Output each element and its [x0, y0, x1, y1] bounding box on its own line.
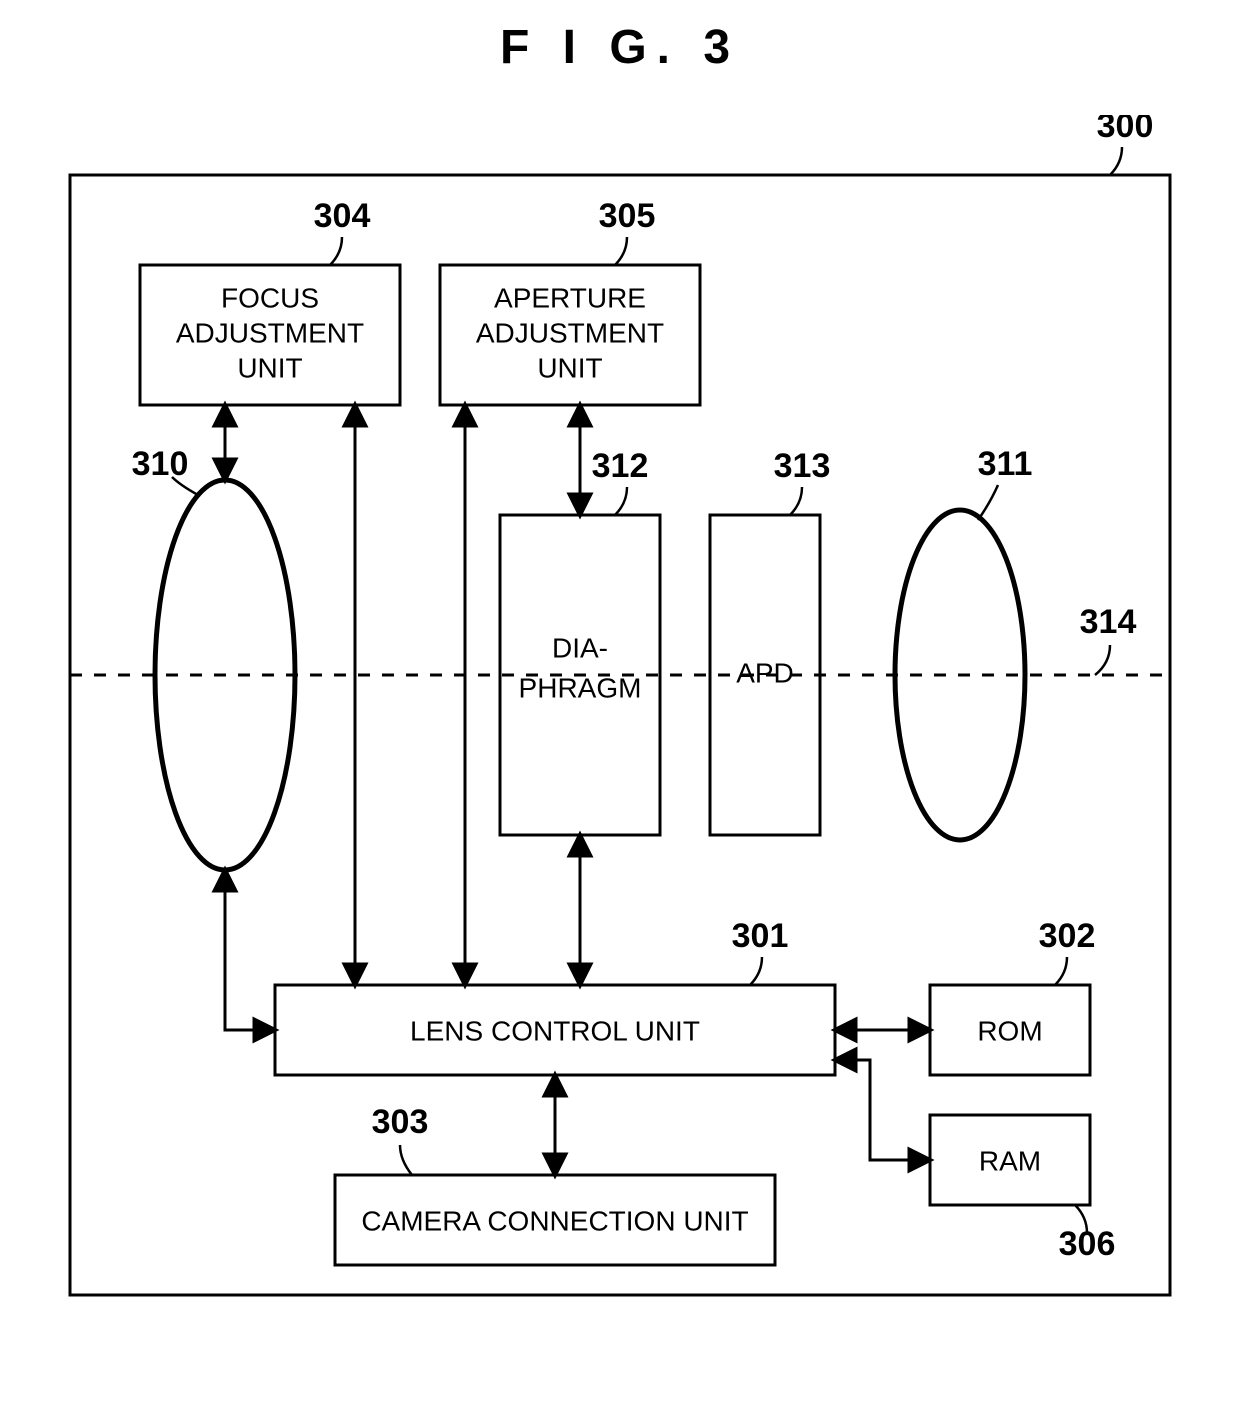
svg-text:CAMERA CONNECTION UNIT: CAMERA CONNECTION UNIT [361, 1205, 748, 1236]
ref-313: 313 [774, 447, 831, 485]
ref-302: 302 [1039, 917, 1096, 955]
ref-301: 301 [732, 917, 789, 955]
ref-300: 300 [1097, 115, 1154, 145]
ref-306: 306 [1059, 1225, 1116, 1263]
ref-305: 305 [599, 197, 656, 235]
conn-lcu-ram [835, 1060, 930, 1160]
ref-312: 312 [592, 447, 649, 485]
leader-304 [330, 237, 342, 265]
ref-304: 304 [314, 197, 371, 235]
figure-title: F I G. 3 [20, 20, 1220, 75]
leader-300 [1110, 147, 1122, 175]
svg-text:ROM: ROM [977, 1015, 1042, 1046]
leader-312 [615, 487, 627, 515]
leader-311 [978, 485, 998, 520]
lens-control-unit: LENS CONTROL UNIT [275, 985, 835, 1075]
svg-text:FOCUS: FOCUS [221, 282, 319, 313]
leader-305 [615, 237, 627, 265]
svg-text:ADJUSTMENT: ADJUSTMENT [176, 317, 364, 348]
svg-text:DIA-: DIA- [552, 632, 608, 663]
diaphragm-312: DIA- PHRAGM [500, 515, 660, 835]
ref-310: 310 [132, 445, 189, 483]
ref-303: 303 [372, 1103, 429, 1141]
rom-302: ROM [930, 985, 1090, 1075]
svg-text:APD: APD [736, 657, 794, 688]
ref-311: 311 [978, 445, 1033, 483]
svg-text:UNIT: UNIT [537, 352, 602, 383]
leader-314 [1095, 645, 1110, 675]
leader-302 [1055, 957, 1067, 985]
ref-314: 314 [1080, 603, 1137, 641]
leader-313 [790, 487, 802, 515]
svg-text:PHRAGM: PHRAGM [519, 672, 642, 703]
leader-301 [750, 957, 762, 985]
diagram-canvas: 300 314 310 311 FOCUS ADJUSTMENT UNIT 30… [50, 115, 1190, 1315]
svg-text:RAM: RAM [979, 1145, 1041, 1176]
svg-text:ADJUSTMENT: ADJUSTMENT [476, 317, 664, 348]
svg-text:UNIT: UNIT [237, 352, 302, 383]
focus-adjustment-unit: FOCUS ADJUSTMENT UNIT [140, 265, 400, 405]
svg-text:APERTURE: APERTURE [494, 282, 646, 313]
svg-text:LENS CONTROL UNIT: LENS CONTROL UNIT [410, 1015, 700, 1046]
ram-306: RAM [930, 1115, 1090, 1205]
leader-303 [400, 1145, 412, 1175]
camera-connection-unit: CAMERA CONNECTION UNIT [335, 1175, 775, 1265]
conn-lens310-lcu [225, 870, 275, 1030]
aperture-adjustment-unit: APERTURE ADJUSTMENT UNIT [440, 265, 700, 405]
